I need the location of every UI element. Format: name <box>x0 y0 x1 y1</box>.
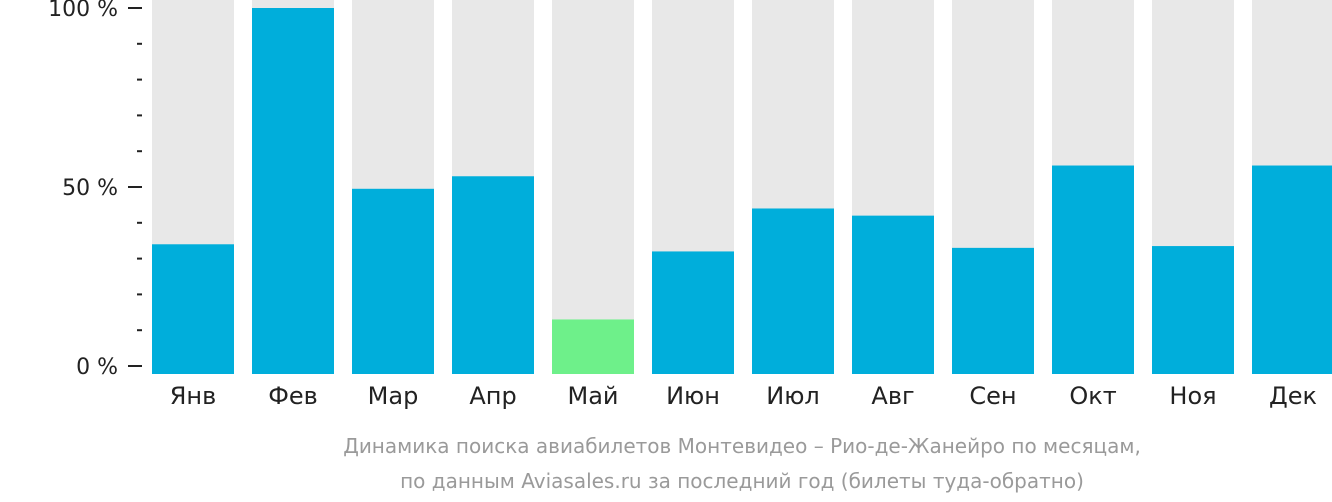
x-tick-label: Авг <box>871 382 914 410</box>
y-axis: 0 % 50 % 100 % <box>48 0 142 380</box>
bar <box>1152 246 1234 374</box>
bar <box>852 215 934 374</box>
y-tick-label: 50 % <box>62 176 118 201</box>
bar-background <box>552 0 634 374</box>
caption-line-1: Динамика поиска авиабилетов Монтевидео –… <box>343 434 1141 458</box>
x-tick-label: Июл <box>766 382 820 410</box>
x-tick-label: Май <box>567 382 618 410</box>
y-tick-label: 0 % <box>76 355 118 380</box>
bar <box>752 208 834 374</box>
bars <box>152 0 1332 374</box>
bar <box>352 188 434 374</box>
x-tick-label: Фев <box>268 382 318 410</box>
x-tick-label: Окт <box>1069 382 1116 410</box>
x-tick-label: Июн <box>666 382 720 410</box>
x-tick-label: Янв <box>170 382 217 410</box>
bar <box>552 319 634 374</box>
bar <box>152 244 234 374</box>
bar <box>1052 165 1134 374</box>
x-tick-label: Мар <box>368 382 419 410</box>
bar <box>452 176 534 374</box>
bar <box>1252 165 1332 374</box>
x-tick-label: Сен <box>969 382 1016 410</box>
bar <box>652 251 734 374</box>
x-tick-label: Дек <box>1269 382 1317 410</box>
y-tick-label: 100 % <box>48 0 118 22</box>
x-tick-label: Апр <box>469 382 516 410</box>
x-tick-label: Ноя <box>1169 382 1216 410</box>
bar <box>252 8 334 374</box>
x-axis: Янв Фев Мар Апр Май Июн Июл Авг Сен Окт Ноя Дек <box>170 382 1317 410</box>
bar <box>952 247 1034 374</box>
caption-line-2: по данным Aviasales.ru за последний год … <box>400 469 1084 493</box>
